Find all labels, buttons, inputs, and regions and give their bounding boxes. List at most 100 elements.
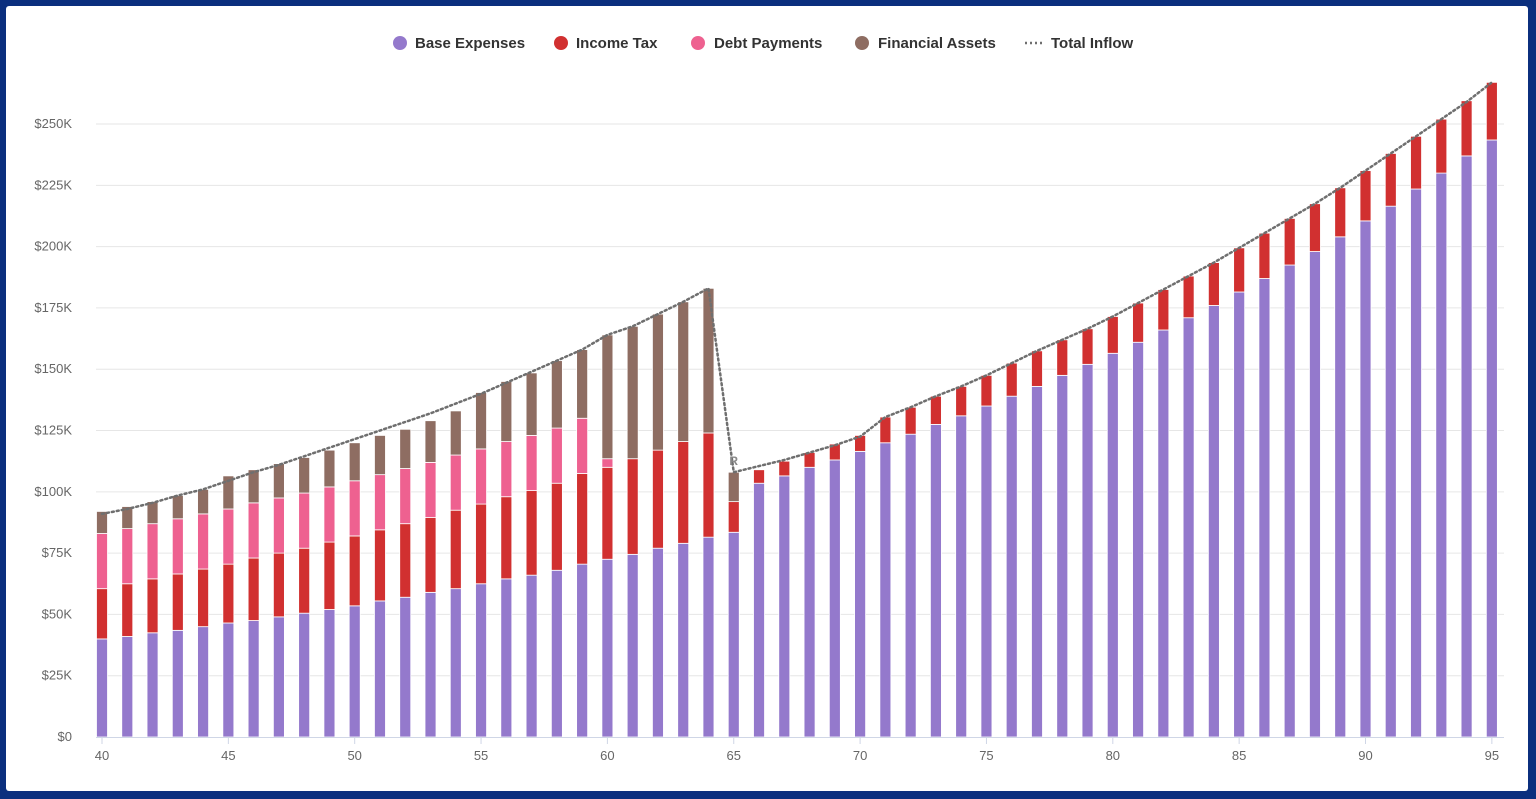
bar-financial-assets-55[interactable] <box>475 392 487 450</box>
bar-financial-assets-63[interactable] <box>677 301 690 442</box>
bar-base-expenses-43[interactable] <box>171 629 184 738</box>
bar-financial-assets-65[interactable] <box>727 471 740 503</box>
bar-income-tax-81[interactable] <box>1132 302 1144 343</box>
bar-debt-payments-54[interactable] <box>449 454 462 511</box>
bar-base-expenses-54[interactable] <box>449 588 462 738</box>
bar-financial-assets-54[interactable] <box>449 410 462 456</box>
bar-base-expenses-83[interactable] <box>1182 317 1195 738</box>
bar-base-expenses-63[interactable] <box>677 542 690 738</box>
bar-debt-payments-52[interactable] <box>399 468 412 525</box>
bar-income-tax-52[interactable] <box>399 523 412 598</box>
bar-income-tax-80[interactable] <box>1106 316 1119 354</box>
legend-item-debt-payments[interactable]: Debt Payments <box>691 35 822 52</box>
bar-financial-assets-59[interactable] <box>576 349 589 419</box>
bar-income-tax-64[interactable] <box>702 432 715 538</box>
bar-base-expenses-81[interactable] <box>1132 341 1144 738</box>
bar-debt-payments-46[interactable] <box>247 502 260 559</box>
bar-base-expenses-46[interactable] <box>247 620 260 738</box>
bar-financial-assets-43[interactable] <box>171 495 184 520</box>
bar-base-expenses-94[interactable] <box>1460 155 1473 738</box>
bar-income-tax-73[interactable] <box>930 395 942 425</box>
bar-income-tax-49[interactable] <box>323 541 336 610</box>
bar-financial-assets-49[interactable] <box>323 449 336 488</box>
bar-income-tax-45[interactable] <box>222 563 235 624</box>
bar-financial-assets-61[interactable] <box>626 325 639 460</box>
bar-income-tax-79[interactable] <box>1081 328 1094 365</box>
bar-financial-assets-48[interactable] <box>298 457 311 494</box>
bar-base-expenses-91[interactable] <box>1384 205 1397 738</box>
bar-income-tax-92[interactable] <box>1410 135 1422 190</box>
bar-debt-payments-59[interactable] <box>576 417 589 474</box>
bar-financial-assets-41[interactable] <box>121 506 134 529</box>
bar-base-expenses-61[interactable] <box>626 553 639 738</box>
bar-income-tax-56[interactable] <box>500 496 513 580</box>
total-inflow-line[interactable] <box>100 81 1494 516</box>
bar-income-tax-84[interactable] <box>1207 262 1220 306</box>
bar-base-expenses-92[interactable] <box>1410 188 1422 738</box>
bar-income-tax-51[interactable] <box>374 529 386 602</box>
bar-debt-payments-51[interactable] <box>374 474 386 531</box>
bar-debt-payments-40[interactable] <box>96 533 108 590</box>
bar-base-expenses-95[interactable] <box>1485 139 1498 738</box>
bar-base-expenses-71[interactable] <box>879 442 892 738</box>
bar-income-tax-47[interactable] <box>272 552 285 618</box>
bar-financial-assets-46[interactable] <box>247 469 260 504</box>
bar-debt-payments-45[interactable] <box>222 508 235 565</box>
bar-base-expenses-48[interactable] <box>298 612 311 738</box>
bar-income-tax-77[interactable] <box>1031 350 1043 387</box>
bar-base-expenses-52[interactable] <box>399 596 412 738</box>
bar-financial-assets-56[interactable] <box>500 381 513 442</box>
legend-item-base-expenses[interactable]: Base Expenses <box>393 35 525 52</box>
bar-income-tax-66[interactable] <box>753 469 765 484</box>
bar-base-expenses-64[interactable] <box>702 536 715 738</box>
bar-income-tax-67[interactable] <box>778 460 791 477</box>
bar-income-tax-61[interactable] <box>626 458 639 555</box>
bar-income-tax-82[interactable] <box>1157 289 1170 331</box>
bar-base-expenses-51[interactable] <box>374 600 386 738</box>
bar-income-tax-41[interactable] <box>121 583 134 637</box>
bar-base-expenses-60[interactable] <box>601 558 614 738</box>
bar-income-tax-42[interactable] <box>146 578 159 634</box>
bar-financial-assets-51[interactable] <box>374 435 386 476</box>
bar-income-tax-58[interactable] <box>550 482 563 571</box>
bar-base-expenses-87[interactable] <box>1283 264 1296 738</box>
bar-income-tax-76[interactable] <box>1005 362 1018 397</box>
bar-base-expenses-85[interactable] <box>1233 291 1246 738</box>
bar-base-expenses-59[interactable] <box>576 563 589 738</box>
bar-base-expenses-84[interactable] <box>1207 305 1220 738</box>
bar-base-expenses-89[interactable] <box>1334 236 1347 738</box>
legend-item-income-tax[interactable]: Income Tax <box>554 35 658 52</box>
bar-base-expenses-86[interactable] <box>1258 278 1271 738</box>
bar-base-expenses-78[interactable] <box>1056 374 1069 738</box>
bar-base-expenses-55[interactable] <box>475 583 487 738</box>
bar-base-expenses-73[interactable] <box>930 423 942 738</box>
bar-financial-assets-44[interactable] <box>197 488 209 515</box>
bar-income-tax-72[interactable] <box>904 406 917 435</box>
bar-financial-assets-53[interactable] <box>424 420 437 463</box>
bar-debt-payments-57[interactable] <box>525 435 538 491</box>
bar-income-tax-95[interactable] <box>1485 81 1498 141</box>
bar-income-tax-93[interactable] <box>1435 118 1448 174</box>
bar-debt-payments-41[interactable] <box>121 528 134 585</box>
bar-income-tax-59[interactable] <box>576 473 589 565</box>
legend-item-financial-assets[interactable]: Financial Assets <box>855 35 996 52</box>
bar-income-tax-85[interactable] <box>1233 247 1246 293</box>
bar-financial-assets-40[interactable] <box>96 511 108 534</box>
bar-financial-assets-45[interactable] <box>222 475 235 510</box>
bar-base-expenses-65[interactable] <box>727 531 740 738</box>
bar-base-expenses-41[interactable] <box>121 636 134 738</box>
bar-base-expenses-47[interactable] <box>272 616 285 738</box>
bar-base-expenses-58[interactable] <box>550 569 563 738</box>
bar-base-expenses-88[interactable] <box>1309 251 1321 738</box>
bar-debt-payments-50[interactable] <box>348 480 361 537</box>
bar-debt-payments-44[interactable] <box>197 513 209 570</box>
bar-base-expenses-50[interactable] <box>348 605 361 738</box>
bar-base-expenses-44[interactable] <box>197 626 209 738</box>
bar-base-expenses-53[interactable] <box>424 591 437 738</box>
bar-financial-assets-50[interactable] <box>348 442 361 482</box>
bar-income-tax-90[interactable] <box>1359 170 1372 222</box>
bar-income-tax-74[interactable] <box>955 385 968 417</box>
bar-base-expenses-69[interactable] <box>828 459 841 738</box>
bar-income-tax-50[interactable] <box>348 535 361 607</box>
bar-financial-assets-57[interactable] <box>525 372 538 436</box>
